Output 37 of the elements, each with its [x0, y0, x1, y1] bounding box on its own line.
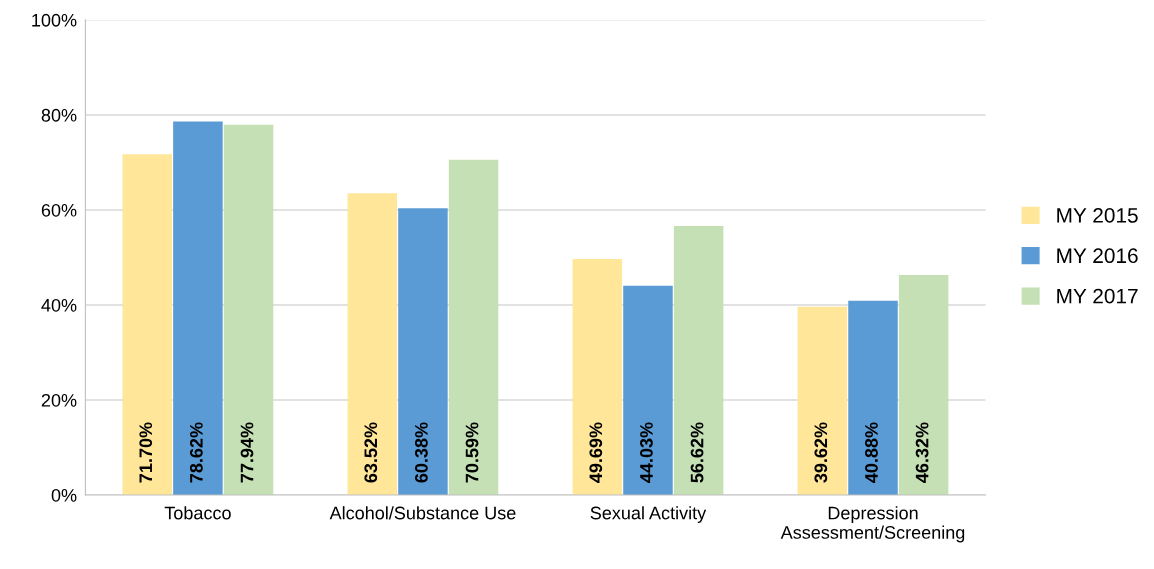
legend-label: MY 2017 [1057, 288, 1138, 304]
legend-label: MY 2016 [1057, 248, 1138, 264]
x-tick-label: Alcohol/Substance Use [329, 506, 516, 520]
y-tick-label: 60% [41, 203, 77, 217]
y-tick-label: 40% [41, 298, 77, 312]
legend-label: MY 2015 [1057, 208, 1138, 223]
x-tick-label: Depression Assessment/Screening [780, 506, 965, 543]
y-tick-label: 80% [41, 108, 77, 122]
y-tick-label: 0% [51, 488, 77, 502]
data-label: 78.62% [189, 422, 203, 483]
data-label: 70.59% [465, 422, 479, 483]
bar [848, 300, 898, 496]
data-label: 40.88% [865, 422, 878, 483]
data-label: 77.94% [240, 422, 254, 483]
bar [223, 124, 274, 496]
data-label: 63.52% [364, 422, 378, 483]
data-label: 49.69% [589, 422, 603, 483]
bar [623, 285, 673, 496]
bar [673, 226, 724, 496]
bar [173, 121, 223, 496]
x-tick-label: Sexual Activity [590, 506, 707, 523]
bar [898, 274, 949, 496]
y-tick-label: 20% [41, 393, 77, 407]
bar [448, 159, 499, 496]
data-label: 46.32% [915, 422, 929, 483]
x-tick-label: Tobacco [164, 506, 231, 520]
data-label: 56.62% [690, 422, 704, 483]
y-tick-label: 100% [32, 13, 77, 27]
data-label: 39.62% [814, 422, 828, 483]
bar [398, 208, 448, 496]
bar [572, 258, 623, 496]
data-label: 44.03% [640, 422, 653, 483]
data-label: 60.38% [415, 422, 428, 483]
bar [122, 154, 173, 496]
data-label: 71.70% [139, 422, 153, 483]
bar [347, 193, 398, 496]
bar [797, 306, 848, 496]
